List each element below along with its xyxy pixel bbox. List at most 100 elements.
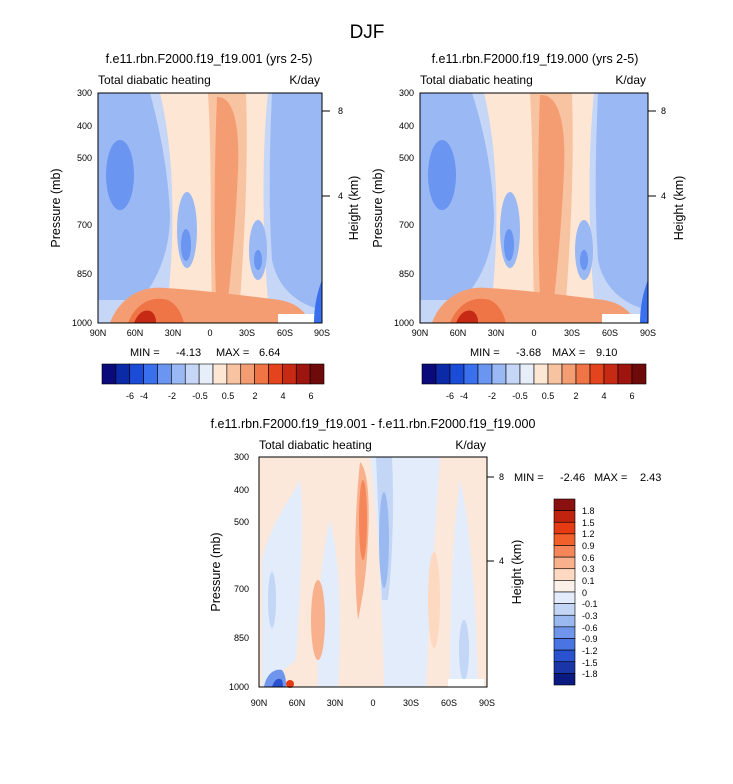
panel-1-colorbar-swatch xyxy=(198,363,214,385)
panel-1-itcz-core xyxy=(214,96,239,301)
panel-3-x-tick: 0 xyxy=(370,698,375,708)
panel-2-y-tick: 850 xyxy=(399,269,414,279)
panel-2-colorbar-swatch xyxy=(519,363,535,385)
panel-2-x-tick: 60N xyxy=(450,328,467,338)
panel-1-colorbar-swatch xyxy=(171,363,186,385)
panel-1-right-tick: 8 xyxy=(338,106,343,116)
panel-2-min-value: -3.68 xyxy=(516,347,541,359)
panel-2-colorbar-swatch xyxy=(617,363,633,385)
panel-2-cool-cell-north-core xyxy=(504,229,514,261)
panel-1-colorbar-swatch xyxy=(184,363,200,385)
panel-2-colorbar-swatch xyxy=(449,363,465,385)
panel-3-right-tick: 4 xyxy=(499,556,504,566)
panel-1-cool-cell-west xyxy=(106,140,134,210)
panel-3-colorbar-swatch xyxy=(553,614,576,628)
panel-3-title: f.e11.rbn.F2000.f19_f19.001 - f.e11.rbn.… xyxy=(211,417,536,431)
panel-1-y-tick: 300 xyxy=(77,88,92,98)
panel-2-x-tick: 30N xyxy=(488,328,505,338)
panel-3-colorbar-swatch xyxy=(553,556,576,570)
panel-3-colorbar-swatch xyxy=(553,603,576,616)
panel-2-colorbar-label: -6 xyxy=(446,391,454,401)
panel-2-colorbar-label: -4 xyxy=(460,391,468,401)
panel-1-plot xyxy=(97,92,323,324)
panel-2-x-tick: 30S xyxy=(564,328,580,338)
panel-2-colorbar-swatch xyxy=(491,363,507,385)
panel-1-colorbar-swatch xyxy=(157,363,172,385)
panel-2-max-value: 9.10 xyxy=(596,347,617,359)
panel-2-colorbar-swatch xyxy=(575,363,591,385)
panel-1-colorbar-swatch xyxy=(212,363,228,385)
panel-2-x-axis: 90N 60N 30N 0 30S 60S 90S xyxy=(412,328,656,338)
panel-1-right-label: K/day xyxy=(289,73,320,87)
panel-3-colorbar-label: -0.9 xyxy=(582,634,598,644)
panel-3-colorbar: 1.8 1.5 1.2 0.9 0.6 0.3 0.1 0 -0.1 -0.3 … xyxy=(553,498,598,686)
panel-1-y-tick: 400 xyxy=(77,121,92,131)
panel-3-north-negative-cell xyxy=(268,572,276,628)
panel-3-itcz-positive-core xyxy=(359,480,367,560)
panel-3-x-tick: 30S xyxy=(403,698,419,708)
panel-3-y-tick: 300 xyxy=(234,452,249,462)
panel-3-x-tick: 60S xyxy=(441,698,457,708)
panel-3-max-label: MAX = xyxy=(594,472,630,484)
panel-1-colorbar-swatch xyxy=(268,363,283,385)
panel-3-colorbar-swatch xyxy=(553,673,576,686)
panel-1-colorbar-label: 0.5 xyxy=(222,391,235,401)
panel-2-y-axis: 300 400 500 700 850 1000 Pressure (mb) xyxy=(371,88,414,328)
panel-1-colorbar-swatch xyxy=(240,363,255,385)
panel-3-colorbar-swatch xyxy=(553,498,576,511)
panel-2-x-tick: 60S xyxy=(602,328,618,338)
panel-3-colorbar-swatch xyxy=(553,638,576,651)
panel-1-colorbar-swatch xyxy=(101,363,117,385)
panel-3-x-tick: 90S xyxy=(479,698,495,708)
panel-2-colorbar-swatch xyxy=(547,363,563,385)
panel-1-y-tick: 500 xyxy=(77,153,92,163)
panel-1-colorbar-swatch xyxy=(115,363,131,385)
panel-1-y-axis: 300 400 500 700 850 1000 Pressure (mb) xyxy=(49,88,92,328)
panel-1-right-tick: 4 xyxy=(338,191,343,201)
panel-2-y-tick: 700 xyxy=(399,220,414,230)
panel-2-y-tick: 1000 xyxy=(394,318,414,328)
panel-3-colorbar-swatch xyxy=(553,591,576,604)
panel-2-colorbar-swatch xyxy=(603,363,619,385)
panel-1-colorbar-label: -4 xyxy=(140,391,148,401)
panel-1-x-tick: 60S xyxy=(277,328,293,338)
panel-1-colorbar-label: 6 xyxy=(308,391,313,401)
panel-1-x-axis: 90N 60N 30N 0 30S 60S 90S xyxy=(90,328,330,338)
panel-1-y-tick: 1000 xyxy=(72,318,92,328)
panel-2-itcz-core xyxy=(538,94,565,301)
panel-3-surface-positive xyxy=(286,680,294,688)
panel-2-x-tick: 0 xyxy=(531,328,536,338)
panel-3-colorbar-swatch xyxy=(553,649,576,663)
panel-2-right-tick: 4 xyxy=(661,191,666,201)
panel-2-colorbar-swatch xyxy=(631,363,647,385)
panel-1-x-tick: 30S xyxy=(239,328,255,338)
panel-1: f.e11.rbn.F2000.f19_f19.001 (yrs 2-5) To… xyxy=(49,52,361,401)
panel-2-cool-cell-west xyxy=(428,140,456,210)
panel-1-colorbar-swatch xyxy=(254,363,269,385)
panel-3-minmax: MIN = -2.46 MAX = 2.43 xyxy=(514,472,661,484)
panel-2-colorbar-label: 6 xyxy=(629,391,634,401)
panel-3-colorbar-swatch xyxy=(553,545,576,558)
panel-2-colorbar-label: 0.5 xyxy=(542,391,555,401)
panel-3-colorbar-label: -1.2 xyxy=(582,646,598,656)
panel-2-x-tick: 90N xyxy=(412,328,429,338)
panel-2-polar-south-field xyxy=(595,93,648,310)
panel-1-colorbar-swatch xyxy=(282,363,297,385)
panel-3-colorbar-label: 1.5 xyxy=(582,518,595,528)
panel-3-y-tick: 1000 xyxy=(229,682,249,692)
panel-1-max-label: MAX = xyxy=(216,347,252,359)
panel-2-colorbar-swatch xyxy=(421,363,437,385)
panel-3-x-tick: 60N xyxy=(289,698,306,708)
panel-3-south-positive xyxy=(428,552,440,648)
panel-1-colorbar-label: -2 xyxy=(168,391,176,401)
panel-2-minmax: MIN = -3.68 MAX = 9.10 xyxy=(470,347,617,359)
panel-1-minmax: MIN = -4.13 MAX = 6.64 xyxy=(130,347,280,359)
panel-3-y-axis: 300 400 500 700 850 1000 Pressure (mb) xyxy=(209,452,249,692)
panel-3-colorbar-label: -0.1 xyxy=(582,599,598,609)
panel-2: f.e11.rbn.F2000.f19_f19.000 (yrs 2-5) To… xyxy=(371,52,686,401)
panel-1-colorbar-swatch xyxy=(295,363,311,385)
panel-3-y-tick: 700 xyxy=(234,584,249,594)
panel-3-north-negative-band xyxy=(262,480,303,687)
panel-2-colorbar-swatch xyxy=(561,363,577,385)
panel-1-y-label-right: Height (km) xyxy=(347,176,361,241)
